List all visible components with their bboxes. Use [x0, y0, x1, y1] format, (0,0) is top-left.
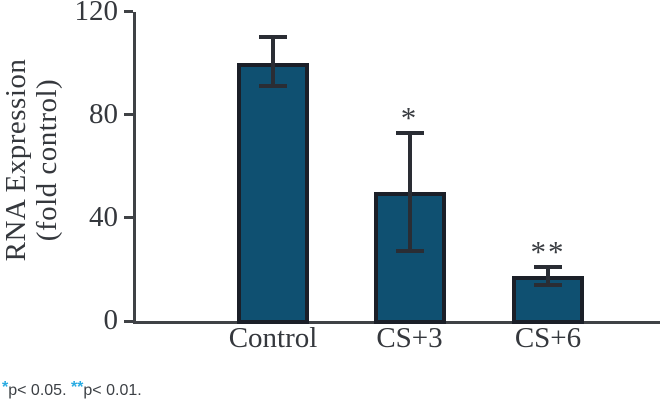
error-bar-cap — [259, 84, 287, 89]
error-bar-line — [546, 266, 550, 285]
y-tick-mark — [124, 216, 133, 220]
error-bar-line — [407, 132, 412, 252]
y-tick-label: 120 — [74, 0, 119, 27]
y-tick-mark — [124, 319, 133, 323]
y-axis-line — [133, 11, 136, 324]
y-tick-mark — [124, 10, 133, 13]
error-bar-cap — [259, 35, 287, 40]
y-axis-title: RNA Expression (fold control) — [0, 0, 65, 320]
bar-chart: RNA Expression (fold control) 0 40 80 120 C… — [0, 0, 660, 354]
y-tick-mark — [124, 113, 133, 117]
error-bar-cap — [395, 249, 424, 254]
error-bar-cap — [534, 282, 562, 287]
error-bar-cap — [534, 264, 562, 269]
bar — [237, 63, 309, 324]
x-tick-label: CS+3 — [376, 322, 443, 354]
significance-label: * — [400, 99, 419, 135]
y-tick-label: 0 — [103, 304, 119, 336]
y-axis-title-line1: RNA Expression — [0, 58, 32, 262]
footnote-significance-star: ** — [70, 379, 84, 396]
y-tick-label: 40 — [89, 200, 118, 233]
x-tick-label: CS+6 — [514, 322, 582, 354]
footnote: *p< 0.05. **p< 0.01. — [2, 379, 142, 400]
significance-label: ** — [530, 233, 566, 269]
footnote-text: p< 0.01. — [83, 382, 142, 399]
error-bar-cap — [395, 130, 424, 135]
y-tick-label: 80 — [89, 97, 118, 130]
bar — [512, 275, 584, 324]
error-bar-line — [271, 37, 275, 87]
x-tick-label: Control — [228, 322, 318, 354]
footnote-significance-star: * — [2, 379, 9, 396]
footnote-text: p< 0.05. — [8, 382, 71, 399]
